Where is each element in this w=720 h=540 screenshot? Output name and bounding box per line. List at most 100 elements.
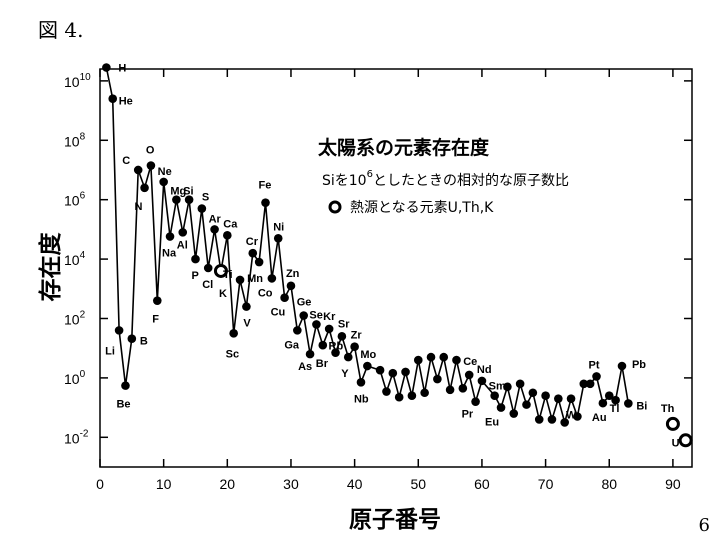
data-point <box>254 257 264 267</box>
element-label-Ga: Ga <box>284 339 300 351</box>
data-point <box>280 293 289 303</box>
element-label-Pr: Pr <box>462 409 474 421</box>
element-label-He: He <box>119 96 133 108</box>
data-point <box>503 382 512 392</box>
chart-subtitle: Siを106としたときの相対的な原子数比 <box>322 169 569 189</box>
element-label-Ni: Ni <box>273 221 284 233</box>
data-point <box>172 195 181 204</box>
data-point <box>152 296 162 305</box>
data-point <box>394 392 404 402</box>
x-tick-label: 40 <box>347 476 363 492</box>
data-point <box>515 379 525 389</box>
element-label-Co: Co <box>258 287 273 299</box>
data-markers <box>102 63 693 448</box>
element-label-Ne: Ne <box>158 166 172 178</box>
data-point <box>248 248 258 258</box>
element-label-Ti: Ti <box>223 269 233 281</box>
data-point <box>235 275 245 285</box>
data-point <box>261 198 270 207</box>
x-tick-label: 30 <box>283 476 299 492</box>
x-axis-title: 原子番号 <box>349 507 441 533</box>
data-point <box>375 365 385 375</box>
element-label-U: U <box>672 437 680 449</box>
data-point <box>401 367 410 377</box>
data-point <box>312 320 321 329</box>
data-point <box>452 355 461 365</box>
element-label-F: F <box>152 314 159 326</box>
data-point <box>547 415 557 424</box>
data-point <box>413 355 423 365</box>
element-label-Kr: Kr <box>323 311 336 323</box>
data-point <box>624 399 633 408</box>
data-point <box>382 387 391 396</box>
y-tick-label: 10-2 <box>64 428 89 446</box>
element-label-Fe: Fe <box>259 180 272 192</box>
data-point <box>203 263 213 273</box>
heat-source-point-U <box>678 433 693 448</box>
element-label-V: V <box>243 318 251 330</box>
element-label-Sr: Sr <box>338 318 350 330</box>
element-label-Bi: Bi <box>636 400 647 412</box>
element-label-Be: Be <box>116 399 130 411</box>
data-point <box>159 177 168 187</box>
data-point <box>579 379 589 389</box>
x-tick-label: 10 <box>156 476 172 492</box>
element-label-Li: Li <box>105 345 115 357</box>
data-point <box>604 391 614 401</box>
element-label-Ce: Ce <box>463 356 477 368</box>
element-label-Ar: Ar <box>209 213 222 225</box>
data-point <box>191 254 200 264</box>
data-point <box>356 378 366 387</box>
element-label-Si: Si <box>183 186 193 198</box>
element-label-Cu: Cu <box>271 307 286 319</box>
data-point <box>496 403 506 412</box>
data-point <box>439 352 449 362</box>
element-label-Se: Se <box>309 309 322 321</box>
chart-title: 太陽系の元素存在度 <box>318 136 490 159</box>
data-point <box>611 395 620 405</box>
element-label-Au: Au <box>592 412 607 424</box>
element-label-Al: Al <box>177 239 188 251</box>
element-label-N: N <box>135 201 143 213</box>
data-point <box>592 372 601 381</box>
element-label-Tl: Tl <box>610 403 620 415</box>
element-label-S: S <box>202 192 209 204</box>
data-point <box>293 326 302 335</box>
element-label-Sm: Sm <box>489 381 506 393</box>
element-label-Eu: Eu <box>485 417 499 429</box>
data-point <box>102 63 111 72</box>
x-tick-label: 0 <box>96 476 104 492</box>
data-point <box>267 274 277 283</box>
data-point <box>573 412 582 421</box>
data-point <box>566 394 576 403</box>
heat-source-point-Th <box>665 416 680 431</box>
data-point <box>585 379 595 389</box>
element-label-O: O <box>146 145 155 157</box>
element-label-Cl: Cl <box>202 279 213 291</box>
data-point <box>146 161 156 170</box>
data-point <box>617 361 627 371</box>
element-label-Na: Na <box>162 248 177 260</box>
y-axis-title: 存在度 <box>37 232 64 302</box>
data-point <box>299 311 308 320</box>
x-tick-label: 50 <box>410 476 426 492</box>
element-label-Nd: Nd <box>477 364 492 376</box>
element-label-C: C <box>122 155 130 167</box>
x-tick-label: 80 <box>601 476 617 492</box>
data-point <box>178 228 188 237</box>
data-point <box>210 225 219 234</box>
element-label-Y: Y <box>341 368 349 380</box>
element-label-Zr: Zr <box>351 330 363 342</box>
data-point <box>273 233 283 243</box>
data-point <box>140 183 149 193</box>
element-label-As: As <box>298 361 312 373</box>
data-point <box>464 370 474 380</box>
element-label-Pt: Pt <box>589 359 600 371</box>
data-point <box>286 281 296 291</box>
heat-source-point-K <box>213 263 228 278</box>
element-label-Nb: Nb <box>354 393 369 405</box>
element-label-Zn: Zn <box>286 268 300 280</box>
data-point <box>560 418 569 427</box>
data-point <box>445 385 455 395</box>
element-label-Cr: Cr <box>246 236 259 248</box>
